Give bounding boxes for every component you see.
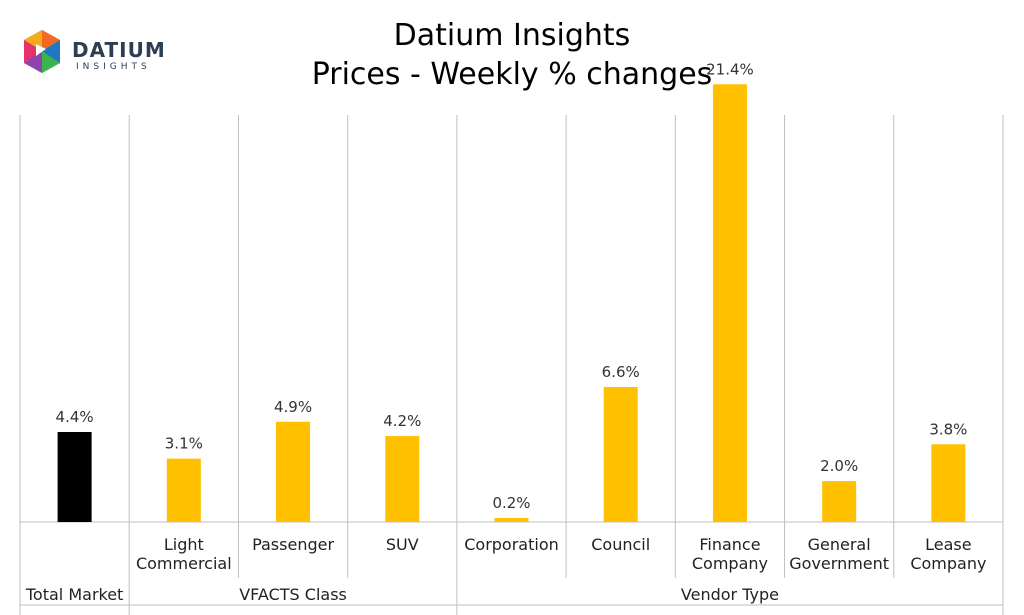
logo-name: DATIUM (72, 38, 166, 62)
bar (385, 436, 420, 522)
category-label: Corporation (464, 535, 559, 554)
data-label: 21.4% (706, 60, 754, 78)
chart-subtitle: Prices - Weekly % changes (312, 57, 713, 92)
chart-title: Datium Insights (394, 18, 631, 53)
category-label: SUV (386, 535, 419, 554)
category-label: Council (591, 535, 650, 554)
data-label: 6.6% (602, 363, 640, 381)
bar (494, 517, 529, 522)
group-label: VFACTS Class (239, 585, 347, 604)
category-label: Passenger (252, 535, 334, 554)
bar (931, 444, 966, 522)
category-label: Finance Company (692, 535, 768, 573)
data-label: 0.2% (492, 494, 530, 512)
bar (166, 458, 201, 522)
group-label: Vendor Type (681, 585, 779, 604)
category-label: Light Commercial (136, 535, 232, 573)
category-label: General Government (789, 535, 889, 573)
data-label: 2.0% (820, 457, 858, 475)
data-label: 3.8% (929, 420, 967, 438)
data-label: 4.2% (383, 412, 421, 430)
bar (276, 421, 311, 522)
bar (822, 481, 857, 522)
bar (603, 387, 638, 522)
data-label: 3.1% (165, 435, 203, 453)
category-label: Lease Company (910, 535, 986, 573)
data-label: 4.4% (56, 408, 94, 426)
bar (712, 84, 747, 522)
bar (57, 432, 92, 522)
datium-logo: DATIUM INSIGHTS (24, 30, 166, 73)
group-label: Total Market (25, 585, 123, 604)
logo-subtitle: INSIGHTS (76, 62, 151, 72)
plot-area: 4.4% 3.1% Light Commercial 4.9% Passenger 4.2%… (19, 60, 1004, 615)
data-label: 4.9% (274, 398, 312, 416)
